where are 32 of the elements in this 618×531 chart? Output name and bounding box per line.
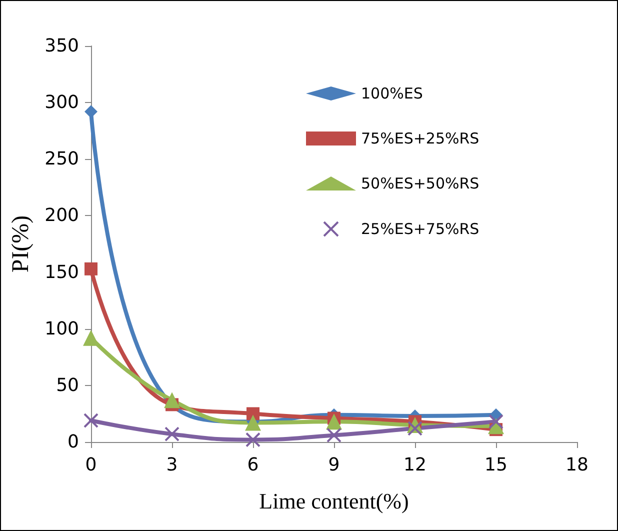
legend-label: 25%ES+75%RS bbox=[361, 220, 480, 238]
y-tick-label: 300 bbox=[44, 92, 79, 114]
point bbox=[84, 262, 98, 276]
y-tick-label: 100 bbox=[44, 318, 79, 340]
x-tick-label: 18 bbox=[566, 454, 588, 476]
point bbox=[326, 428, 342, 443]
point bbox=[326, 414, 342, 430]
point bbox=[246, 432, 260, 448]
point bbox=[84, 105, 98, 118]
x-tick-label: 3 bbox=[166, 454, 178, 476]
y-tick-label: 350 bbox=[44, 36, 79, 56]
x-tick-label: 15 bbox=[484, 454, 508, 476]
legend-label: 100%ES bbox=[361, 84, 423, 102]
legend-label: 50%ES+50%RS bbox=[361, 174, 480, 192]
x-tick-label: 6 bbox=[247, 454, 259, 476]
point bbox=[164, 392, 180, 408]
y-tick-label: 50 bbox=[56, 374, 79, 396]
x-axis-title: Lime content(%) bbox=[259, 488, 409, 514]
x-tick-label: 12 bbox=[404, 454, 426, 476]
point bbox=[488, 414, 504, 430]
y-tick-label: 150 bbox=[44, 262, 79, 283]
y-tick-label: 0 bbox=[68, 432, 79, 452]
point bbox=[408, 420, 422, 436]
point bbox=[246, 407, 260, 420]
x-tick-label: 0 bbox=[85, 454, 97, 476]
x-tick-label: 9 bbox=[328, 454, 340, 476]
legend-label: 75%ES+25%RS bbox=[361, 130, 480, 148]
y-tick-label: 200 bbox=[44, 205, 79, 226]
point bbox=[164, 426, 180, 442]
y-axis-title: PI(%) bbox=[8, 215, 34, 273]
y-tick-label: 250 bbox=[44, 148, 79, 170]
point bbox=[84, 413, 98, 428]
